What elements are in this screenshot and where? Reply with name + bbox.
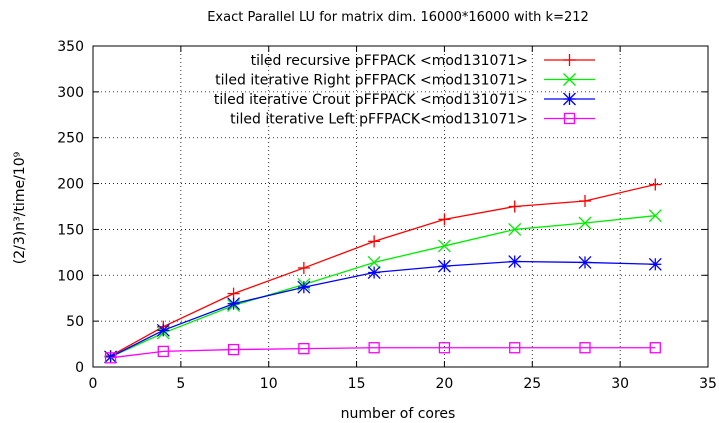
- data-point-series-4: [509, 342, 521, 354]
- x-tick-label: 5: [176, 376, 185, 392]
- data-point-series-2: [437, 239, 451, 253]
- data-point-series-3: [227, 297, 241, 311]
- y-tick-label: 250: [57, 131, 84, 147]
- data-point-series-3: [437, 259, 451, 273]
- data-point-series-3: [648, 257, 662, 271]
- gridlines: [93, 46, 708, 367]
- legend-label-3: tiled iterative Crout pFFPACK <mod131071…: [214, 92, 528, 108]
- data-point-series-1: [227, 287, 240, 300]
- square-marker: [104, 352, 117, 364]
- data-point-series-3: [156, 323, 170, 337]
- x-tick-label: 30: [611, 376, 629, 392]
- data-point-series-4: [104, 352, 117, 364]
- square-marker: [227, 343, 240, 356]
- data-point-series-3: [508, 255, 522, 268]
- star-marker-b: [648, 257, 662, 271]
- square-marker: [368, 342, 380, 354]
- plot-frame: [92, 45, 709, 368]
- x-tick-label: 15: [348, 376, 366, 392]
- legend-marker-2: [563, 73, 576, 86]
- cross-marker-b: [437, 239, 451, 253]
- y-tick-label: 200: [57, 177, 84, 193]
- data-point-series-4: [298, 343, 310, 355]
- legend-label-4: tiled iterative Left pFFPACK<mod131071>: [230, 112, 528, 128]
- x-tick-label: 20: [436, 376, 454, 392]
- data-point-series-3: [367, 266, 381, 279]
- square-marker: [649, 342, 661, 354]
- data-point-series-4: [227, 343, 240, 356]
- data-point-series-4: [157, 345, 169, 358]
- data-point-series-4: [368, 342, 380, 354]
- star-marker-b: [367, 266, 381, 279]
- star-marker-b: [297, 280, 311, 294]
- data-point-series-4: [438, 342, 451, 354]
- data-point-series-2: [648, 209, 662, 223]
- star-marker-b: [508, 255, 522, 268]
- star-marker-b: [563, 92, 576, 106]
- y-tick-label: 300: [57, 85, 84, 101]
- data-point-series-4: [649, 342, 661, 354]
- cross-marker-b: [508, 222, 522, 236]
- x-tick-label: 35: [699, 376, 717, 392]
- y-tick-label: 50: [66, 314, 84, 330]
- square-marker: [509, 342, 521, 354]
- data-point-series-3: [297, 280, 311, 294]
- series-layer: [104, 178, 662, 364]
- series-line-2: [110, 215, 656, 358]
- square-marker: [157, 345, 169, 358]
- data-point-series-4: [579, 342, 591, 354]
- legend-marker-4: [563, 112, 576, 125]
- series-line-4: [110, 347, 656, 359]
- y-axis-label: (2/3)n³/time/10⁹: [12, 151, 28, 264]
- data-point-series-1: [579, 194, 591, 207]
- series-line-1: [110, 183, 656, 357]
- legend-marker-3: [563, 92, 576, 106]
- x-tick-label: 25: [523, 376, 541, 392]
- star-marker-b: [227, 297, 241, 311]
- data-point-series-2: [367, 255, 381, 269]
- y-tick-label: 150: [57, 222, 84, 238]
- chart-title: Exact Parallel LU for matrix dim. 16000*…: [207, 10, 589, 25]
- y-tick-label: 350: [57, 39, 84, 55]
- cross-marker-b: [578, 216, 592, 230]
- cross-marker-b: [648, 209, 662, 223]
- legend-marker-1: [563, 54, 576, 66]
- data-point-series-1: [438, 213, 451, 226]
- x-axis-label: number of cores: [341, 406, 456, 422]
- data-point-series-2: [578, 216, 592, 230]
- data-point-series-2: [508, 222, 522, 236]
- legend: tiled recursive pFFPACK <mod131071> tiled…: [214, 53, 595, 128]
- square-marker: [563, 112, 576, 125]
- data-point-series-1: [368, 235, 381, 248]
- y-tick-label: 0: [75, 360, 84, 376]
- data-point-series-3: [578, 255, 592, 269]
- y-tick-label: 100: [57, 268, 84, 284]
- square-marker: [298, 343, 310, 355]
- x-tick-label: 0: [89, 376, 98, 392]
- star-marker-b: [578, 255, 592, 269]
- square-marker: [438, 342, 451, 354]
- data-point-series-1: [297, 261, 310, 274]
- legend-label-1: tiled recursive pFFPACK <mod131071>: [251, 53, 528, 69]
- star-marker-b: [156, 323, 170, 337]
- cross-marker-b: [367, 255, 381, 269]
- data-point-series-1: [649, 178, 662, 191]
- cross-marker-b: [563, 73, 576, 86]
- legend-label-2: tiled iterative Right pFFPACK <mod131071…: [215, 73, 528, 89]
- data-point-series-1: [508, 200, 521, 213]
- star-marker-b: [437, 259, 451, 273]
- series-line-3: [110, 260, 656, 358]
- x-tick-label: 10: [260, 376, 278, 392]
- square-marker: [579, 342, 591, 354]
